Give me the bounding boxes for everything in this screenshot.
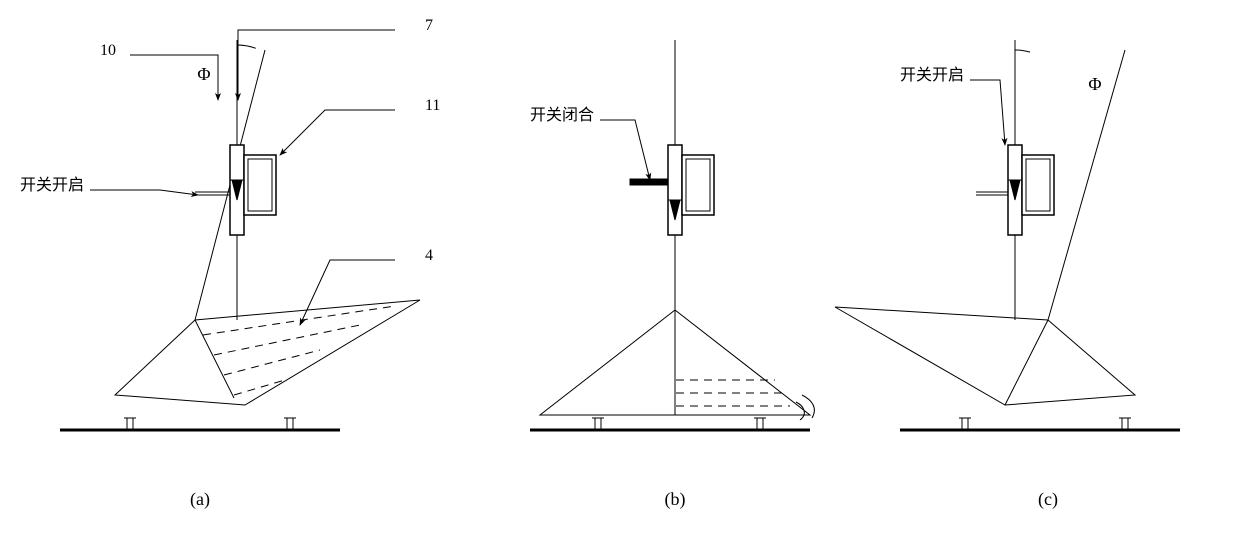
tilt-axis: [1048, 50, 1125, 320]
sensor-housing: [244, 155, 276, 215]
leader-label: 4: [425, 247, 433, 264]
bucket-outline: [835, 307, 1135, 405]
leader-label: 10: [100, 42, 116, 59]
leader-label: 开关开启: [900, 66, 964, 84]
angle-arc: [1015, 50, 1030, 52]
panel-label-a: (a): [190, 489, 210, 510]
leader-label: 7: [425, 17, 433, 34]
leader-line: [280, 110, 395, 155]
sensor-column: [668, 145, 682, 235]
panel-label-b: (b): [665, 489, 686, 510]
leader-label: 11: [425, 97, 440, 114]
panel-c: 开关开启 Φ: [835, 40, 1180, 430]
phi-label: Φ: [1088, 74, 1101, 94]
leader-label: 开关闭合: [530, 106, 594, 124]
sensor-housing: [1022, 155, 1054, 215]
pour-mark: [796, 395, 814, 420]
leader-line: [300, 260, 395, 325]
angle-arc: [237, 45, 256, 48]
leader-line: [970, 80, 1005, 145]
panel-label-c: (c): [1038, 489, 1058, 510]
phi-label: Φ: [197, 64, 210, 84]
bucket-outline: [115, 300, 420, 405]
leader-line: [90, 190, 198, 195]
panel-b: 开关闭合: [530, 40, 814, 430]
leader-label: 开关开启: [20, 176, 84, 194]
switch-lever: [630, 179, 668, 185]
leader-line: [600, 120, 650, 180]
sensor-housing: [682, 155, 714, 215]
panel-a: 7 10 11 4 开关开启 Φ: [20, 17, 440, 430]
